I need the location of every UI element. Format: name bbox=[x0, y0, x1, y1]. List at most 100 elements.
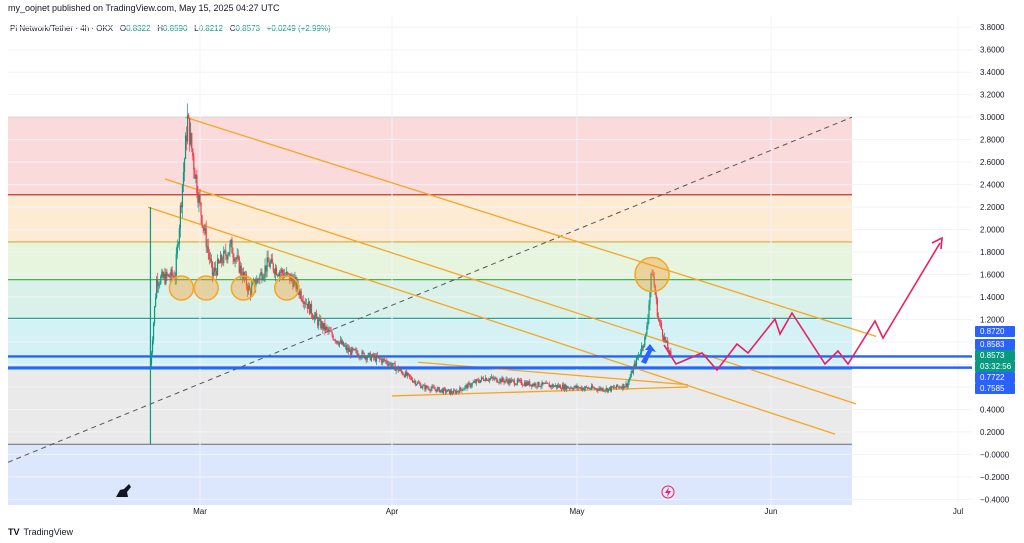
candle bbox=[518, 380, 521, 381]
candle bbox=[271, 258, 273, 264]
candle bbox=[500, 379, 502, 383]
candle bbox=[236, 255, 238, 260]
drawings bbox=[7, 116, 972, 463]
price-label-text: 0.7585 bbox=[980, 384, 1005, 393]
candle bbox=[261, 271, 263, 280]
candle bbox=[560, 388, 563, 390]
candle bbox=[388, 363, 390, 366]
candle bbox=[576, 385, 578, 388]
candle bbox=[452, 392, 454, 394]
price-label: 0.7585 bbox=[975, 383, 1015, 394]
price-label-bg bbox=[975, 350, 1015, 361]
candle bbox=[630, 371, 632, 377]
candle bbox=[299, 291, 301, 295]
candle bbox=[653, 276, 655, 286]
candle bbox=[627, 382, 629, 388]
candle bbox=[167, 274, 169, 276]
candle bbox=[194, 169, 196, 179]
candle bbox=[164, 274, 166, 284]
candle bbox=[507, 381, 509, 384]
candle bbox=[376, 355, 379, 358]
candle bbox=[557, 385, 560, 388]
candle bbox=[435, 389, 437, 392]
candle bbox=[458, 391, 460, 393]
candle bbox=[373, 355, 376, 358]
price-axis[interactable]: 3.8000 3.6000 3.4000 3.2000 3.0000 2.8000 2.60… bbox=[980, 23, 1010, 504]
change-value: +0.0249 (+2.99%) bbox=[266, 24, 331, 33]
candle bbox=[223, 250, 225, 264]
candle bbox=[331, 331, 333, 336]
dino-icon bbox=[116, 484, 131, 497]
candle bbox=[438, 387, 440, 393]
time-axis[interactable]: Mar Apr May Jun Jul bbox=[193, 507, 963, 516]
candle bbox=[523, 382, 526, 386]
candle bbox=[381, 359, 383, 363]
candle bbox=[303, 302, 305, 304]
candle bbox=[211, 261, 213, 276]
candle bbox=[459, 387, 461, 393]
lightning-icon bbox=[661, 485, 675, 499]
candle bbox=[634, 363, 637, 367]
candle bbox=[345, 345, 348, 351]
price-label: 0.7722 bbox=[975, 372, 1015, 383]
candle bbox=[577, 385, 579, 389]
y-tick-label: −0.4000 bbox=[980, 495, 1010, 504]
candle bbox=[456, 390, 458, 394]
candle bbox=[611, 386, 614, 388]
candle bbox=[485, 377, 488, 381]
candle bbox=[336, 340, 338, 344]
candle bbox=[333, 339, 335, 341]
symbol-title[interactable]: Pi Network/Tether · 4h · OKX bbox=[10, 24, 114, 33]
candle bbox=[344, 345, 347, 347]
candle bbox=[440, 389, 442, 391]
candle bbox=[188, 115, 190, 119]
candle bbox=[225, 250, 227, 256]
x-tick-label: Jul bbox=[953, 507, 963, 516]
candle bbox=[232, 253, 234, 258]
candle bbox=[292, 279, 294, 287]
candle bbox=[360, 357, 362, 359]
candle bbox=[659, 321, 662, 323]
candle bbox=[205, 228, 207, 248]
candle bbox=[469, 383, 471, 387]
candle bbox=[234, 258, 236, 262]
candle bbox=[499, 379, 501, 383]
candle bbox=[263, 275, 265, 279]
y-tick-label: 1.8000 bbox=[980, 248, 1005, 257]
candle bbox=[525, 382, 527, 387]
candle bbox=[165, 271, 167, 284]
candle bbox=[276, 274, 279, 276]
tradingview-brand[interactable]: TV TradingView bbox=[8, 527, 73, 537]
candle bbox=[158, 284, 160, 287]
candle bbox=[482, 378, 485, 381]
candle bbox=[224, 250, 226, 252]
candle bbox=[629, 376, 631, 380]
x-tick-label: Jun bbox=[765, 507, 778, 516]
candle bbox=[468, 383, 470, 384]
candle bbox=[217, 259, 220, 263]
candle bbox=[490, 378, 492, 379]
candle bbox=[530, 384, 532, 386]
candle bbox=[505, 379, 507, 381]
candle bbox=[626, 383, 628, 388]
candle bbox=[150, 352, 153, 365]
y-tick-label: 0.2000 bbox=[980, 428, 1005, 437]
candle bbox=[441, 389, 443, 393]
candle bbox=[535, 383, 537, 387]
candle bbox=[606, 388, 608, 392]
candle bbox=[197, 193, 199, 203]
candle bbox=[316, 313, 318, 319]
y-tick-label: 2.2000 bbox=[980, 203, 1005, 212]
candle bbox=[445, 391, 448, 393]
y-tick-label: 2.6000 bbox=[980, 158, 1005, 167]
candle bbox=[633, 363, 635, 368]
highlight-circle bbox=[168, 275, 195, 301]
candle bbox=[348, 347, 350, 352]
candle bbox=[222, 262, 224, 264]
candle bbox=[541, 382, 543, 387]
candle bbox=[286, 271, 288, 276]
candle bbox=[553, 386, 555, 387]
candle bbox=[403, 374, 405, 378]
candle bbox=[491, 376, 493, 379]
